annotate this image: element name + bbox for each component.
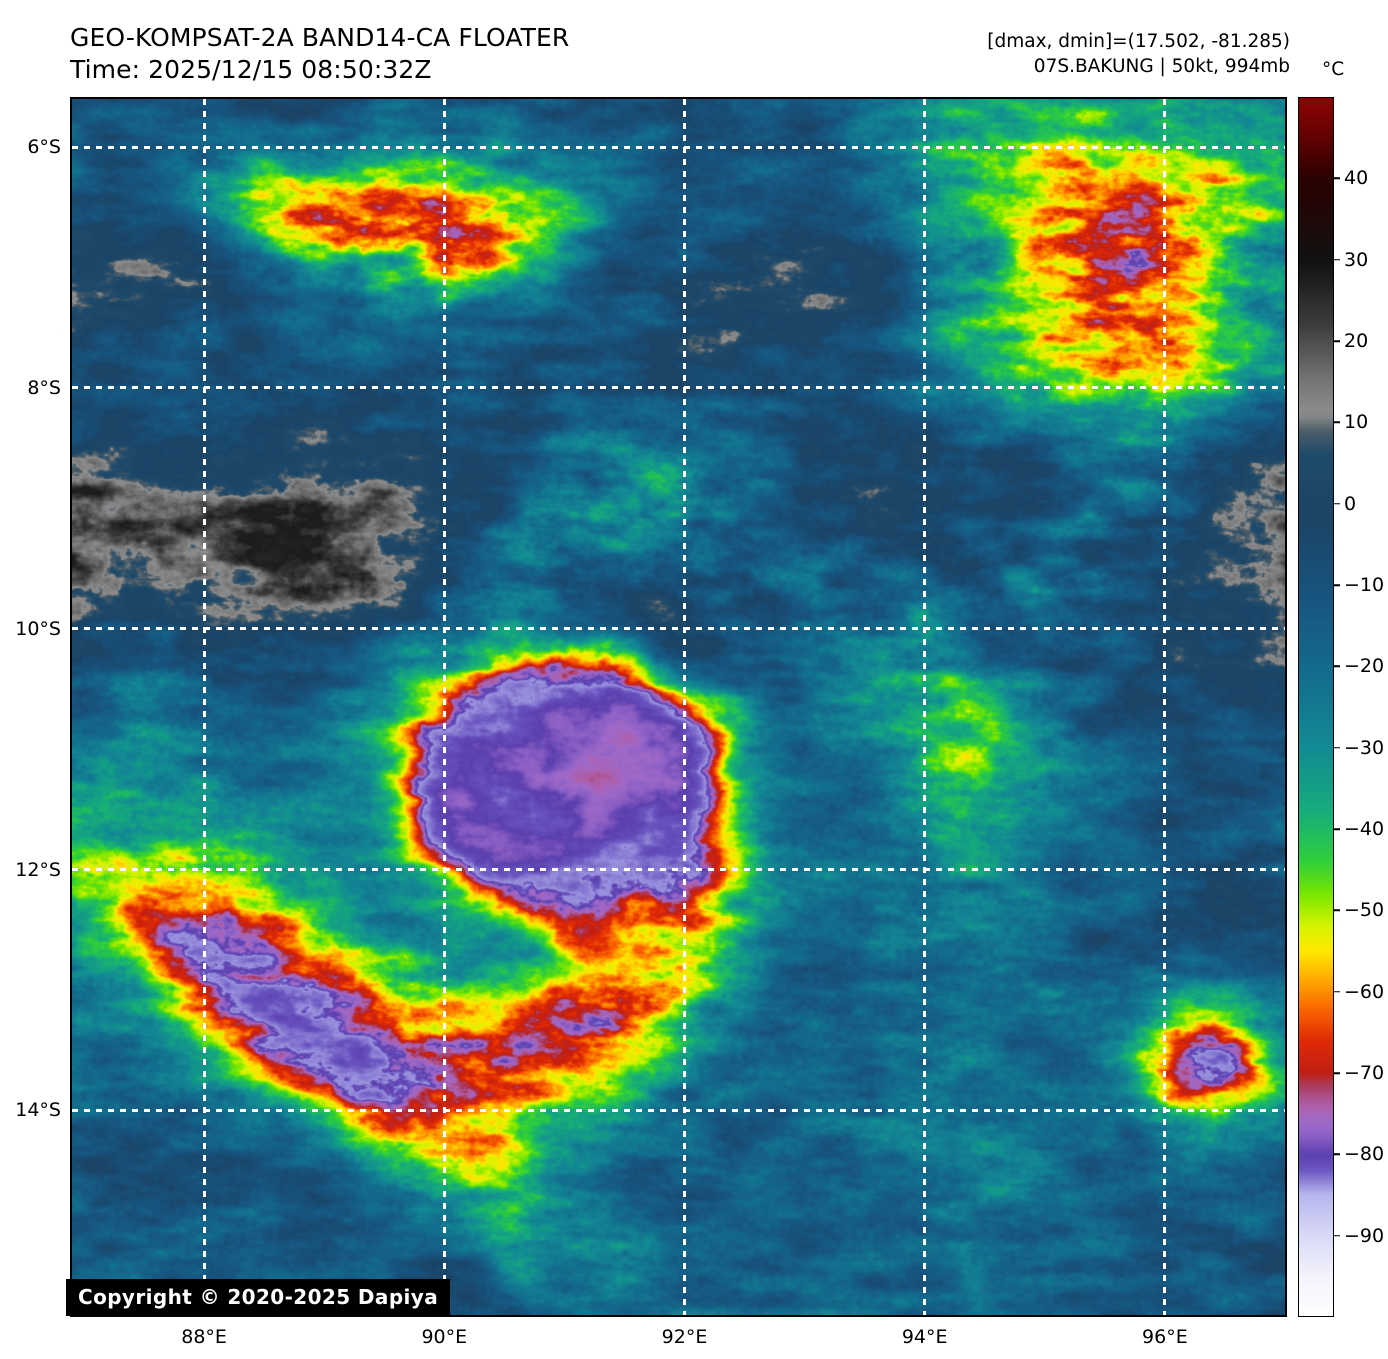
latitude-tick-label: 14°S <box>15 1099 61 1122</box>
colorbar-tick-mark <box>1334 746 1340 749</box>
colorbar-tick-label: 40 <box>1344 167 1369 190</box>
colorbar-tick-mark <box>1334 828 1340 830</box>
longitude-tick-label: 88°E <box>181 1326 227 1348</box>
colorbar-tick-label: −20 <box>1344 655 1385 678</box>
colorbar-tick-mark <box>1334 340 1340 342</box>
colorbar-tick-mark <box>1334 258 1340 261</box>
colorbar-tick-label: −10 <box>1344 574 1385 596</box>
latitude-tick-label: 6°S <box>27 136 61 159</box>
colorbar-unit-label: °C <box>1322 59 1345 80</box>
colorbar-tick-label: −50 <box>1344 899 1385 922</box>
data-range-label: [dmax, dmin]=(17.502, -81.285) <box>987 31 1290 52</box>
colorbar-tick-mark <box>1334 584 1340 586</box>
colorbar-tick-label: −30 <box>1344 736 1385 759</box>
colorbar-tick-mark <box>1334 665 1340 668</box>
colorbar-gradient <box>1299 98 1333 1316</box>
colorbar-tick-label: 0 <box>1344 492 1357 515</box>
colorbar-tick-mark <box>1334 1153 1340 1156</box>
colorbar-tick-mark <box>1334 1072 1340 1074</box>
colorbar-tick-label: 30 <box>1344 248 1369 271</box>
title-block: GEO-KOMPSAT-2A BAND14-CA FLOATER Time: 2… <box>70 22 569 86</box>
colorbar-tick-label: −70 <box>1344 1062 1385 1084</box>
colorbar-tick-mark <box>1334 421 1340 424</box>
colorbar-tick-mark <box>1334 909 1340 912</box>
colorbar-tick-label: −80 <box>1344 1143 1385 1166</box>
longitude-tick-label: 90°E <box>421 1326 468 1348</box>
temperature-colorbar[interactable] <box>1298 97 1334 1317</box>
longitude-tick-label: 94°E <box>901 1326 948 1348</box>
latitude-tick-label: 8°S <box>27 376 61 399</box>
storm-info-label: 07S.BAKUNG | 50kt, 994mb <box>1033 55 1290 77</box>
colorbar-tick-label: −40 <box>1344 818 1385 840</box>
infrared-satellite-imagery <box>72 99 1285 1315</box>
longitude-tick-label: 92°E <box>661 1326 708 1348</box>
metadata-block: [dmax, dmin]=(17.502, -81.285) 07S.BAKUN… <box>987 30 1290 80</box>
page-title: GEO-KOMPSAT-2A BAND14-CA FLOATER <box>70 23 570 52</box>
latitude-tick-label: 12°S <box>15 858 61 881</box>
colorbar-tick-label: 20 <box>1344 330 1369 352</box>
colorbar-tick-label: −90 <box>1344 1224 1385 1247</box>
colorbar-tick-mark <box>1334 1234 1340 1237</box>
latitude-tick-label: 10°S <box>15 617 61 640</box>
longitude-tick-label: 96°E <box>1142 1326 1188 1348</box>
satellite-image-panel[interactable] <box>70 97 1287 1317</box>
colorbar-tick-mark <box>1334 990 1340 993</box>
colorbar-tick-label: 10 <box>1344 411 1369 434</box>
copyright-watermark: Copyright © 2020-2025 Dapiya <box>66 1279 451 1316</box>
colorbar-tick-label: −60 <box>1344 980 1385 1003</box>
timestamp-label: Time: 2025/12/15 08:50:32Z <box>70 55 432 84</box>
colorbar-tick-mark <box>1334 502 1340 505</box>
colorbar-tick-mark <box>1334 177 1340 180</box>
